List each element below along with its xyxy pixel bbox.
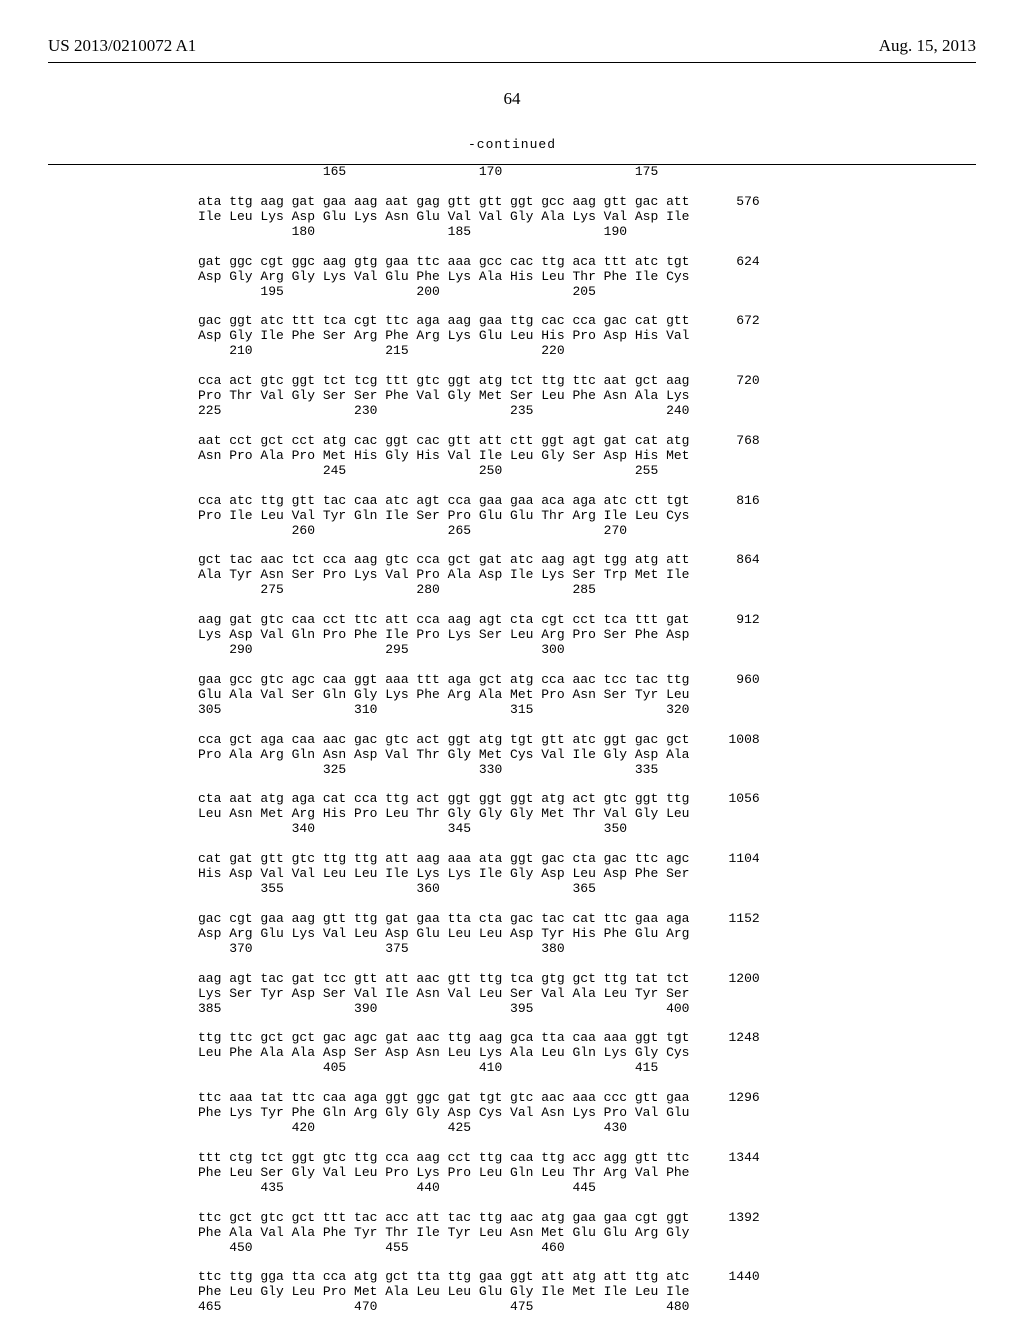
header: US 2013/0210072 A1 Aug. 15, 2013 <box>48 36 976 56</box>
publication-number: US 2013/0210072 A1 <box>48 36 196 56</box>
continued-label: -continued <box>48 137 976 152</box>
publication-date: Aug. 15, 2013 <box>879 36 976 56</box>
page-number: 64 <box>48 89 976 109</box>
sequence-block: 165 170 175 ata ttg aag gat gaa aag aat … <box>198 165 976 1315</box>
page: US 2013/0210072 A1 Aug. 15, 2013 64 -con… <box>0 0 1024 1320</box>
header-rule <box>48 62 976 63</box>
